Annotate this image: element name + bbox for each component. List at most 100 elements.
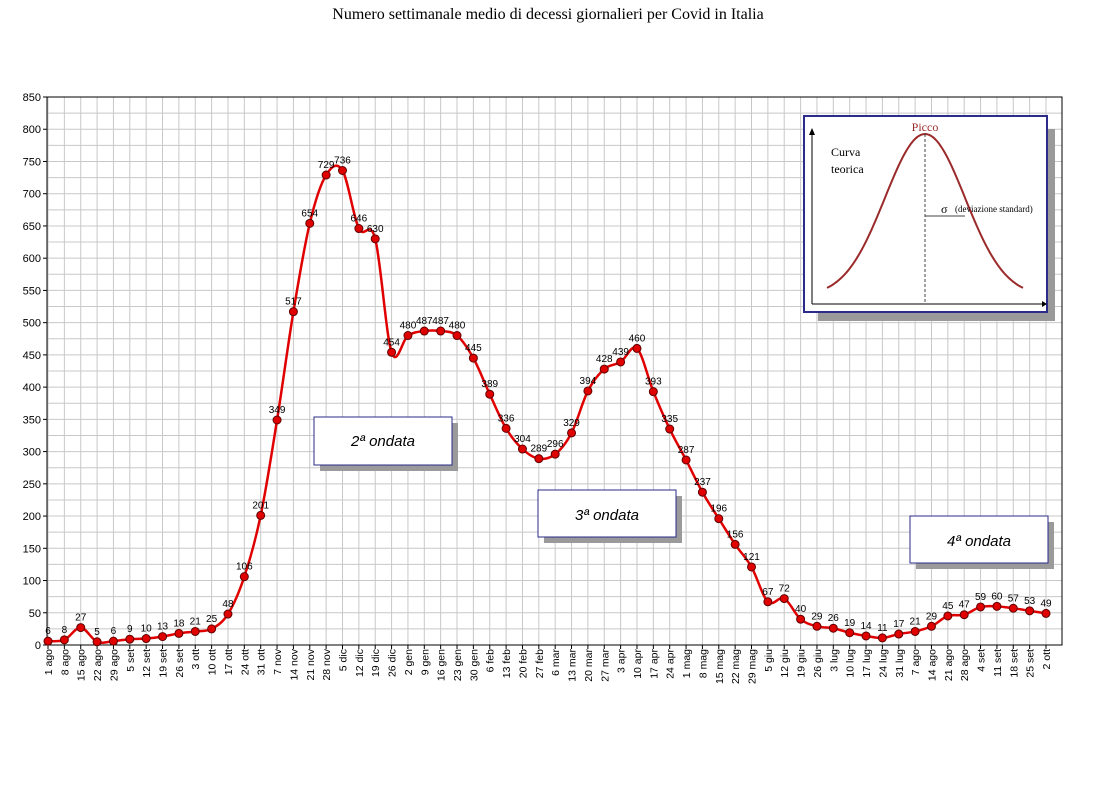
data-point (796, 614, 806, 624)
x-tick-label: 30 gen (468, 649, 480, 681)
data-point (239, 572, 249, 582)
x-tick-label: 24 ott (239, 649, 251, 675)
data-point (108, 636, 118, 646)
x-tick-label: 3 ott (190, 649, 202, 670)
y-tick-label: 550 (23, 285, 41, 297)
inset-sigma-note: (deviazione standard) (955, 204, 1033, 214)
inset-sigma-symbol: σ (941, 202, 948, 216)
data-label: 48 (222, 599, 234, 610)
data-point (158, 632, 168, 642)
data-label: 19 (844, 618, 856, 629)
data-point (337, 165, 347, 175)
data-label: 53 (1024, 596, 1036, 607)
x-tick-label: 24 lug (877, 649, 889, 678)
y-tick-label: 300 (23, 447, 41, 459)
data-point (59, 635, 69, 645)
data-label: 335 (661, 414, 678, 425)
y-axis: 0 50 100 150 200 250 300 350 400 450 500 550 600 650 7… (23, 92, 47, 652)
data-point (943, 611, 953, 621)
data-point (387, 347, 397, 357)
x-tick-label: 17 ott (223, 649, 235, 675)
data-point (976, 602, 986, 612)
data-label: 59 (975, 592, 987, 603)
x-tick-label: 26 dic (387, 649, 399, 677)
data-point (436, 326, 446, 336)
inset-peak-label: Picco (912, 120, 939, 134)
x-tick-label: 27 mar (599, 649, 611, 682)
data-label: 49 (1040, 598, 1052, 609)
x-tick-label: 7 ago (910, 649, 922, 675)
data-label: 201 (252, 500, 269, 511)
x-tick-label: 3 lug (828, 649, 840, 672)
data-label: 29 (811, 611, 823, 622)
data-label: 336 (498, 413, 515, 424)
data-label: 106 (236, 562, 253, 573)
data-label: 18 (173, 618, 185, 629)
data-point (452, 331, 462, 341)
data-label: 6 (111, 626, 117, 637)
data-label: 487 (432, 316, 449, 327)
data-label: 13 (157, 622, 169, 633)
data-label: 329 (563, 418, 580, 429)
data-label: 460 (629, 333, 646, 344)
data-point (534, 454, 544, 464)
data-label: 729 (318, 160, 335, 171)
data-label: 11 (877, 623, 888, 634)
data-label: 736 (334, 155, 351, 166)
x-tick-label: 26 set (174, 649, 186, 678)
x-tick-label: 3 apr (616, 649, 628, 673)
x-tick-label: 14 nov (288, 648, 300, 680)
data-point (877, 633, 887, 643)
data-label: 29 (926, 611, 938, 622)
x-tick-label: 21 nov (305, 648, 317, 680)
y-tick-label: 0 (35, 640, 41, 652)
data-point (1025, 606, 1035, 616)
data-point (714, 514, 724, 524)
x-tick-label: 19 dic (370, 649, 382, 677)
x-tick-label: 9 gen (419, 649, 431, 675)
data-point (567, 428, 577, 438)
x-tick-label: 7 nov (272, 648, 284, 674)
x-tick-label: 8 ago (59, 649, 71, 675)
x-tick-label: 26 giu (812, 649, 824, 678)
data-label: 304 (514, 434, 531, 445)
data-point (76, 623, 86, 633)
x-tick-label: 19 set (158, 649, 170, 678)
data-point (272, 415, 282, 425)
data-point (207, 624, 217, 634)
data-label: 296 (547, 439, 564, 450)
data-label: 45 (942, 601, 954, 612)
data-label: 9 (127, 624, 133, 635)
annotation-label: 4ª ondata (947, 533, 1011, 550)
data-point (550, 449, 560, 459)
y-tick-label: 850 (23, 92, 41, 104)
data-point (125, 634, 135, 644)
data-label: 5 (94, 627, 100, 638)
data-label: 393 (645, 377, 662, 388)
data-label: 428 (596, 354, 613, 365)
x-tick-label: 31 ott (256, 649, 268, 675)
x-tick-label: 28 ago (959, 649, 971, 681)
data-point (288, 307, 298, 317)
data-label: 646 (351, 214, 368, 225)
inset-theoretical-curve: Picco Curva teorica σ (deviazione standa… (803, 115, 1055, 321)
data-point (648, 387, 658, 397)
x-tick-label: 2 gen (403, 649, 415, 675)
data-point (1041, 608, 1051, 618)
data-point (910, 626, 920, 636)
x-tick-label: 29 ago (108, 649, 120, 681)
data-point (599, 364, 609, 374)
x-tick-label: 14 ago (926, 649, 938, 681)
data-label: 517 (285, 297, 302, 308)
y-tick-label: 350 (23, 414, 41, 426)
y-tick-label: 250 (23, 479, 41, 491)
data-label: 349 (269, 405, 286, 416)
data-point (223, 609, 233, 619)
data-point (141, 634, 151, 644)
data-point (370, 234, 380, 244)
data-label: 121 (743, 552, 760, 563)
data-label: 389 (481, 379, 498, 390)
plot-area (46, 96, 1063, 646)
data-point (256, 510, 266, 520)
